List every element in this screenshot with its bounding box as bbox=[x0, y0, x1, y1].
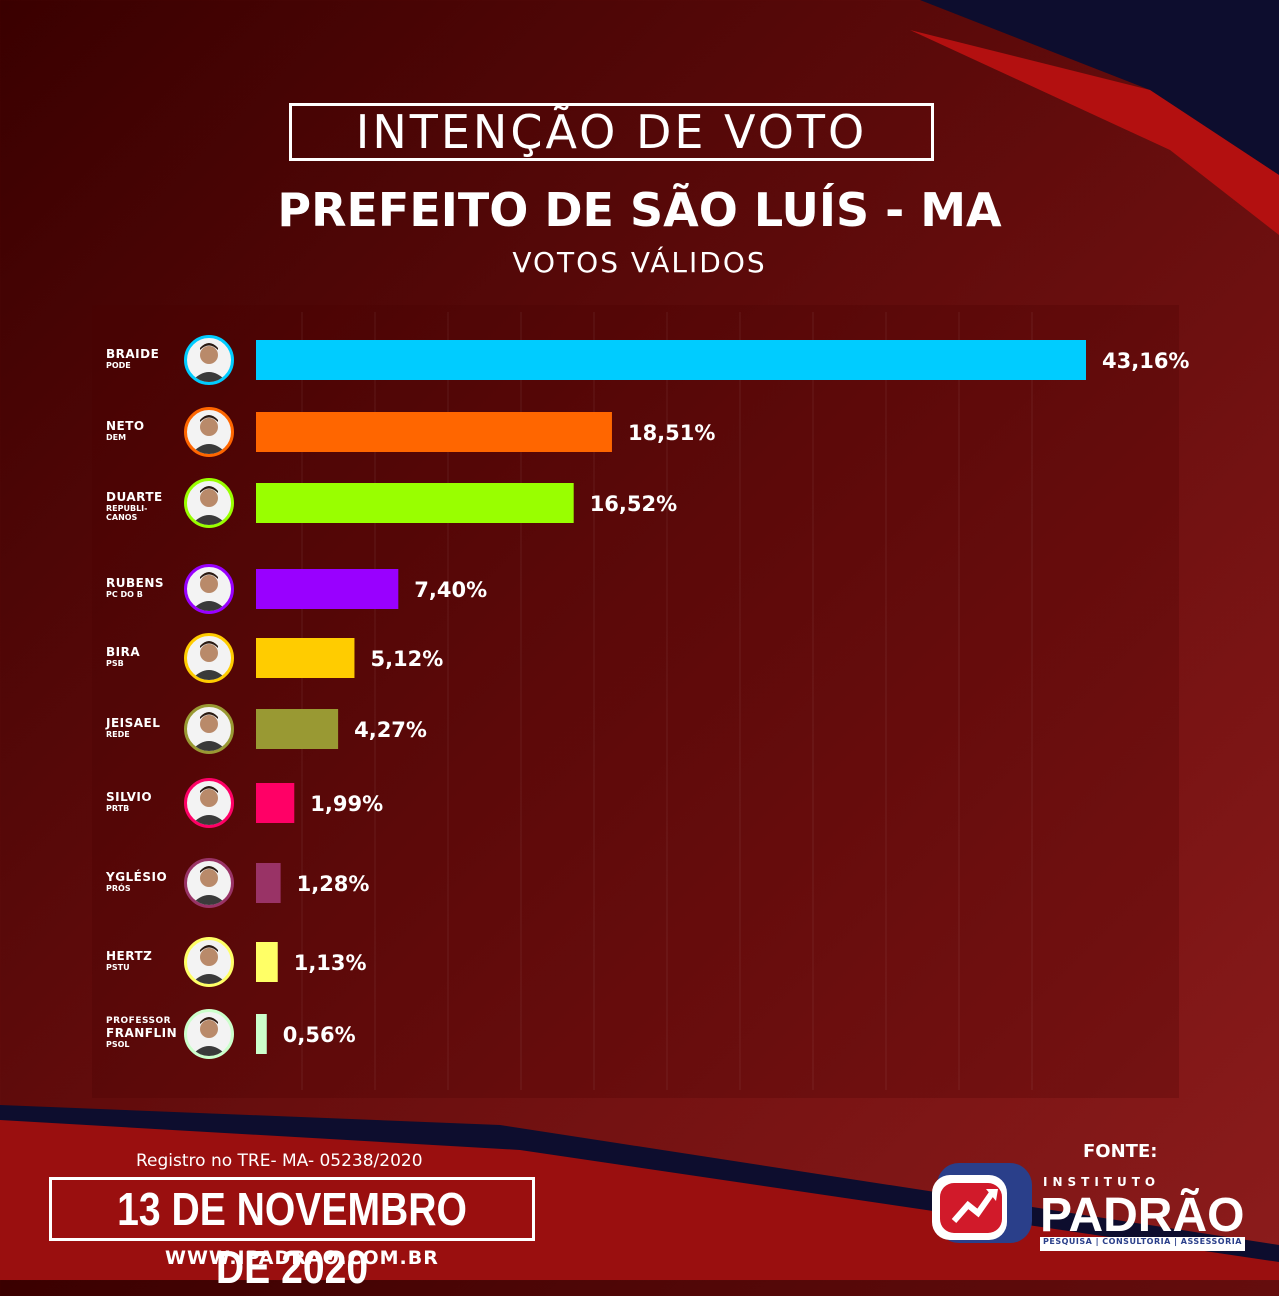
logo-name-text: PADRÃO bbox=[1040, 1189, 1245, 1242]
bar-yglésio bbox=[256, 863, 281, 903]
value-label: 1,13% bbox=[294, 951, 367, 975]
candidate-label: SILVIO PRTB bbox=[106, 790, 181, 814]
registration-text: Registro no TRE- MA- 05238/2020 bbox=[136, 1151, 423, 1171]
candidate-party: PODE bbox=[106, 361, 131, 370]
candidate-avatar bbox=[184, 335, 234, 385]
bar-neto bbox=[256, 412, 612, 452]
candidate-label: BIRA PSB bbox=[106, 645, 181, 669]
candidate-party: REPUBLI- bbox=[106, 504, 148, 513]
candidate-avatar bbox=[184, 778, 234, 828]
candidate-label: NETO DEM bbox=[106, 419, 181, 443]
candidate-party: PRÓS bbox=[106, 884, 131, 893]
candidate-label: HERTZ PSTU bbox=[106, 949, 181, 973]
bar-duarte bbox=[256, 483, 574, 523]
candidate-name: RUBENS bbox=[106, 576, 165, 590]
bar-franflin bbox=[256, 1014, 267, 1054]
candidate-name: BIRA bbox=[106, 645, 141, 659]
instituto-padrao-logo bbox=[932, 1163, 1245, 1251]
candidate-name: JEISAEL bbox=[106, 716, 161, 730]
candidate-name: SILVIO bbox=[106, 790, 153, 804]
candidate-avatar bbox=[184, 633, 234, 683]
candidate-avatar bbox=[184, 1009, 234, 1059]
candidate-party: DEM bbox=[106, 433, 127, 442]
value-label: 7,40% bbox=[414, 578, 487, 602]
candidate-party: PRTB bbox=[106, 804, 130, 813]
bar-rubens bbox=[256, 569, 399, 609]
candidate-party: PC DO B bbox=[106, 590, 143, 599]
candidate-avatar bbox=[184, 858, 234, 908]
candidate-name: YGLÉSIO bbox=[106, 870, 168, 884]
value-label: 0,56% bbox=[283, 1023, 356, 1047]
survey-date: 13 DE NOVEMBRO DE 2020 bbox=[117, 1183, 467, 1293]
chart-title: INTENÇÃO DE VOTO bbox=[355, 105, 868, 159]
candidate-avatar bbox=[184, 704, 234, 754]
value-label: 5,12% bbox=[370, 647, 443, 671]
candidate-label: YGLÉSIO PRÓS bbox=[106, 870, 181, 894]
candidate-name: NETO bbox=[106, 419, 145, 433]
candidate-label: JEISAEL REDE bbox=[106, 716, 181, 740]
candidate-label: BRAIDE PODE bbox=[106, 347, 181, 371]
bar-braide bbox=[256, 340, 1086, 380]
value-label: 18,51% bbox=[628, 421, 715, 445]
candidate-name: FRANFLIN bbox=[106, 1026, 178, 1040]
candidate-name: PROFESSOR bbox=[106, 1016, 172, 1026]
bar-silvio bbox=[256, 783, 295, 823]
candidate-avatar bbox=[184, 937, 234, 987]
candidate-avatar bbox=[184, 564, 234, 614]
candidate-party: PSOL bbox=[106, 1040, 130, 1049]
candidate-party: CANOS bbox=[106, 513, 138, 522]
candidate-label: RUBENS PC DO B bbox=[106, 576, 181, 600]
candidate-avatar bbox=[184, 407, 234, 457]
bar-hertz bbox=[256, 942, 278, 982]
value-label: 43,16% bbox=[1102, 349, 1189, 373]
date-box: 13 DE NOVEMBRO DE 2020 bbox=[49, 1177, 535, 1293]
candidate-avatar bbox=[184, 478, 234, 528]
candidate-name: HERTZ bbox=[106, 949, 153, 963]
value-label: 16,52% bbox=[590, 492, 677, 516]
logo-tagline-text: PESQUISA | CONSULTORIA | ASSESSORIA bbox=[1043, 1237, 1242, 1246]
logo-institute-text: INSTITUTO bbox=[1043, 1175, 1161, 1189]
chart-subtitle: PREFEITO DE SÃO LUÍS - MA bbox=[277, 183, 1002, 237]
value-label: 1,99% bbox=[310, 792, 383, 816]
title-box: INTENÇÃO DE VOTO bbox=[289, 103, 934, 161]
bar-bira bbox=[256, 638, 355, 678]
source-label: FONTE: bbox=[1083, 1141, 1158, 1162]
value-label: 1,28% bbox=[297, 872, 370, 896]
candidate-label: DUARTE REPUBLI- CANOS bbox=[106, 490, 181, 523]
candidate-name: BRAIDE bbox=[106, 347, 160, 361]
candidate-party: REDE bbox=[106, 730, 130, 739]
value-label: 4,27% bbox=[354, 718, 427, 742]
bar-jeisael bbox=[256, 709, 339, 749]
candidate-party: PSTU bbox=[106, 963, 130, 972]
candidate-party: PSB bbox=[106, 659, 124, 668]
candidate-name: DUARTE bbox=[106, 490, 163, 504]
candidate-label: PROFESSOR FRANFLIN PSOL bbox=[106, 1016, 181, 1049]
chart-caption: VOTOS VÁLIDOS bbox=[512, 246, 767, 279]
website-link[interactable]: WWW.IPADRAO.COM.BR bbox=[165, 1247, 439, 1269]
